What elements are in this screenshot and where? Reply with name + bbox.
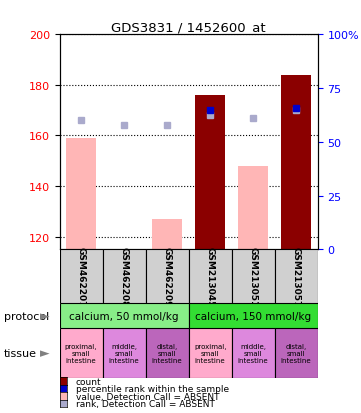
Bar bbox=[66, 139, 96, 250]
Bar bbox=[152, 220, 182, 250]
Text: distal,
small
intestine: distal, small intestine bbox=[152, 343, 182, 363]
Text: distal,
small
intestine: distal, small intestine bbox=[281, 343, 312, 363]
Text: GSM213057: GSM213057 bbox=[292, 247, 301, 307]
Text: middle,
small
intestine: middle, small intestine bbox=[238, 343, 269, 363]
Bar bbox=[195, 96, 225, 250]
Text: rank, Detection Call = ABSENT: rank, Detection Call = ABSENT bbox=[76, 399, 215, 408]
Text: protocol: protocol bbox=[4, 311, 49, 321]
Bar bbox=[188, 328, 232, 378]
Text: proximal,
small
intestine: proximal, small intestine bbox=[65, 343, 97, 363]
Bar bbox=[60, 328, 103, 378]
FancyBboxPatch shape bbox=[60, 250, 103, 304]
Text: ►: ► bbox=[40, 347, 50, 360]
FancyBboxPatch shape bbox=[275, 250, 318, 304]
FancyBboxPatch shape bbox=[103, 250, 145, 304]
Text: value, Detection Call = ABSENT: value, Detection Call = ABSENT bbox=[76, 392, 219, 401]
Text: percentile rank within the sample: percentile rank within the sample bbox=[76, 384, 229, 393]
Text: calcium, 50 mmol/kg: calcium, 50 mmol/kg bbox=[69, 311, 179, 321]
Text: tissue: tissue bbox=[4, 348, 36, 358]
FancyBboxPatch shape bbox=[188, 250, 232, 304]
FancyBboxPatch shape bbox=[145, 250, 188, 304]
FancyBboxPatch shape bbox=[232, 250, 275, 304]
Bar bbox=[145, 328, 188, 378]
Text: calcium, 150 mmol/kg: calcium, 150 mmol/kg bbox=[195, 311, 311, 321]
Bar bbox=[238, 166, 268, 250]
Text: GSM213051: GSM213051 bbox=[249, 247, 258, 307]
Text: GSM462208: GSM462208 bbox=[119, 247, 129, 307]
Bar bbox=[275, 328, 318, 378]
Text: middle,
small
intestine: middle, small intestine bbox=[109, 343, 139, 363]
Text: count: count bbox=[76, 377, 101, 386]
Text: ►: ► bbox=[40, 309, 50, 323]
Text: GSM462207: GSM462207 bbox=[77, 247, 86, 307]
Bar bbox=[103, 328, 145, 378]
Text: GSM462209: GSM462209 bbox=[162, 247, 171, 307]
Title: GDS3831 / 1452600_at: GDS3831 / 1452600_at bbox=[111, 21, 266, 34]
Bar bbox=[188, 304, 318, 328]
Text: GSM213045: GSM213045 bbox=[206, 247, 215, 307]
Bar bbox=[60, 304, 188, 328]
Bar bbox=[232, 328, 275, 378]
Bar bbox=[281, 76, 311, 250]
Text: proximal,
small
intestine: proximal, small intestine bbox=[194, 343, 226, 363]
